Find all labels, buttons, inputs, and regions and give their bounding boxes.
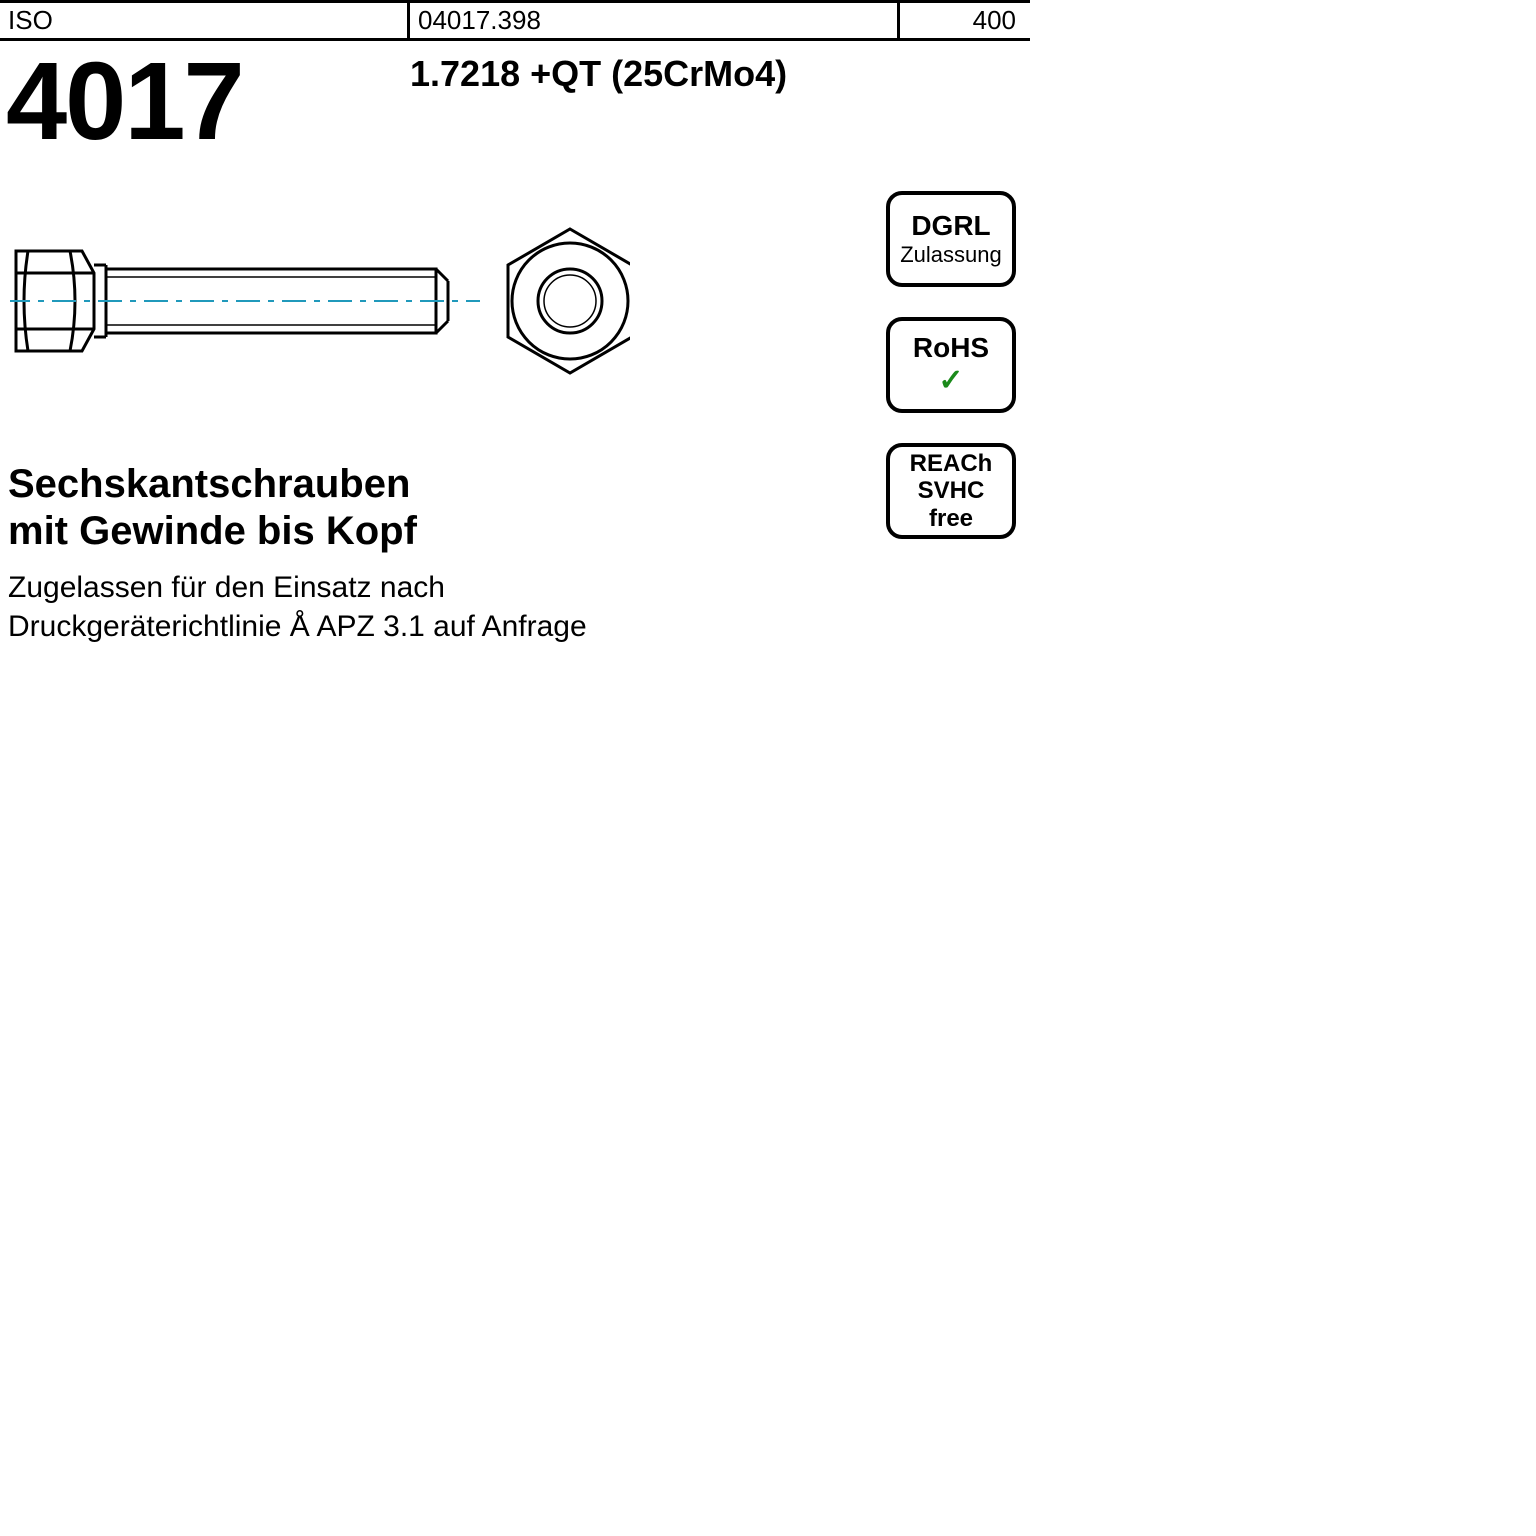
badge-dgrl-line2: Zulassung	[900, 242, 1002, 267]
material-spec: 1.7218 +QT (25CrMo4)	[410, 53, 787, 95]
badge-reach-line2: SVHC	[918, 477, 985, 505]
check-icon: ✓	[938, 364, 963, 399]
body-line2: Druckgeräterichtlinie Å APZ 3.1 auf Anfr…	[8, 610, 587, 643]
badge-dgrl-line1: DGRL	[911, 210, 990, 242]
header-center: 04017.398	[410, 3, 900, 38]
header-left: ISO	[0, 3, 410, 38]
description-block: Sechskantschrauben mit Gewinde bis Kopf …	[8, 461, 708, 646]
badge-dgrl: DGRL Zulassung	[886, 191, 1016, 287]
bolt-drawing	[10, 211, 630, 411]
description-body: Zugelassen für den Einsatz nach Druckger…	[8, 569, 708, 646]
header-bar: ISO 04017.398 400	[0, 3, 1030, 41]
badge-rohs-line1: RoHS	[913, 332, 989, 364]
standard-number: 4017	[6, 47, 243, 157]
badge-reach-line3: free	[929, 505, 973, 533]
badge-reach: REACh SVHC free	[886, 443, 1016, 539]
title-line2: mit Gewinde bis Kopf	[8, 509, 417, 553]
body-line1: Zugelassen für den Einsatz nach	[8, 571, 445, 604]
datasheet: ISO 04017.398 400 4017 1.7218 +QT (25CrM…	[0, 0, 1030, 768]
title-line1: Sechskantschrauben	[8, 462, 410, 506]
badge-rohs: RoHS ✓	[886, 317, 1016, 413]
badge-reach-line1: REACh	[910, 450, 993, 478]
description-title: Sechskantschrauben mit Gewinde bis Kopf	[8, 461, 708, 555]
compliance-badges: DGRL Zulassung RoHS ✓ REACh SVHC free	[886, 191, 1016, 539]
header-right: 400	[900, 3, 1030, 38]
